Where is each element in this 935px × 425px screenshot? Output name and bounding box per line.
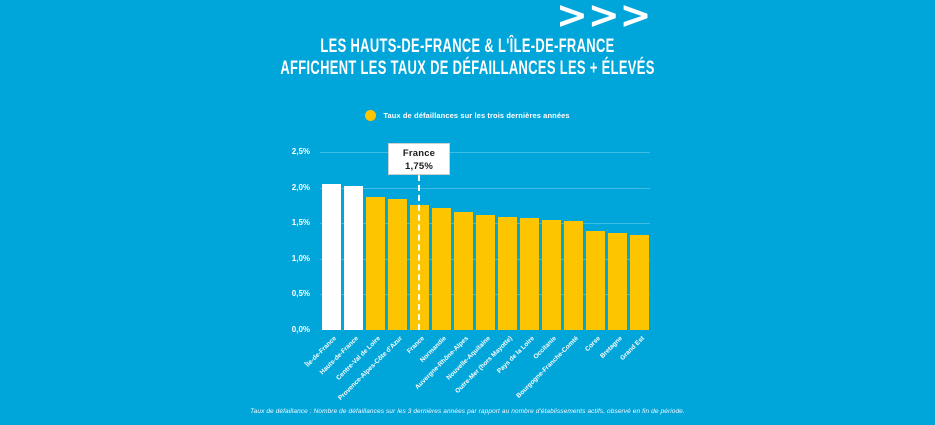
bar-10 — [541, 219, 561, 330]
bar-13 — [607, 232, 627, 330]
bar-6 — [453, 211, 473, 330]
bar-12 — [585, 231, 605, 330]
bar-2 — [365, 196, 385, 330]
chart-title: LES HAUTS-DE-FRANCE & L'ÎLE-DE-FRANCE AF… — [150, 36, 786, 80]
legend-label: Taux de défaillances sur les trois derni… — [383, 111, 570, 120]
gridline — [320, 187, 650, 189]
france-annotation-value: 1,75% — [405, 161, 433, 172]
bar-9 — [519, 218, 539, 330]
bar-1 — [343, 186, 363, 330]
bar-14 — [629, 234, 649, 330]
bar-7 — [475, 214, 495, 330]
y-tick-label: 2,5% — [291, 147, 310, 156]
bar-3 — [387, 199, 407, 330]
chart-title-line1: LES HAUTS-DE-FRANCE & L'ÎLE-DE-FRANCE — [320, 36, 615, 57]
y-tick-label: 1,0% — [291, 253, 310, 263]
plot-area — [320, 152, 650, 330]
y-axis: 0,0% 0,5% 1,0% 1,5% 2,0% 2,5% — [260, 147, 310, 342]
y-tick-label: 2,0% — [291, 182, 310, 192]
france-annotation-box: France 1,75% — [388, 143, 450, 175]
bar-0 — [321, 184, 341, 330]
y-tick-label: 0,5% — [291, 289, 310, 299]
y-tick-label: 1,5% — [291, 218, 310, 228]
france-annotation-label: France — [402, 148, 436, 159]
y-tick-label: 0,0% — [291, 325, 310, 334]
france-average-dashed-line — [418, 175, 420, 330]
chart-title-line2: AFFICHENT LES TAUX DE DÉFAILLANCES LES +… — [280, 58, 655, 79]
bar-5 — [431, 207, 451, 330]
footnote: Taux de défaillance : Nombre de défailla… — [250, 408, 685, 415]
bar-11 — [563, 221, 583, 330]
triple-chevron-icon: >>> — [556, 0, 652, 37]
bar-8 — [497, 216, 517, 330]
legend-dot-icon — [365, 110, 377, 121]
legend: Taux de défaillances sur les trois derni… — [0, 110, 935, 121]
gridline — [320, 152, 650, 153]
